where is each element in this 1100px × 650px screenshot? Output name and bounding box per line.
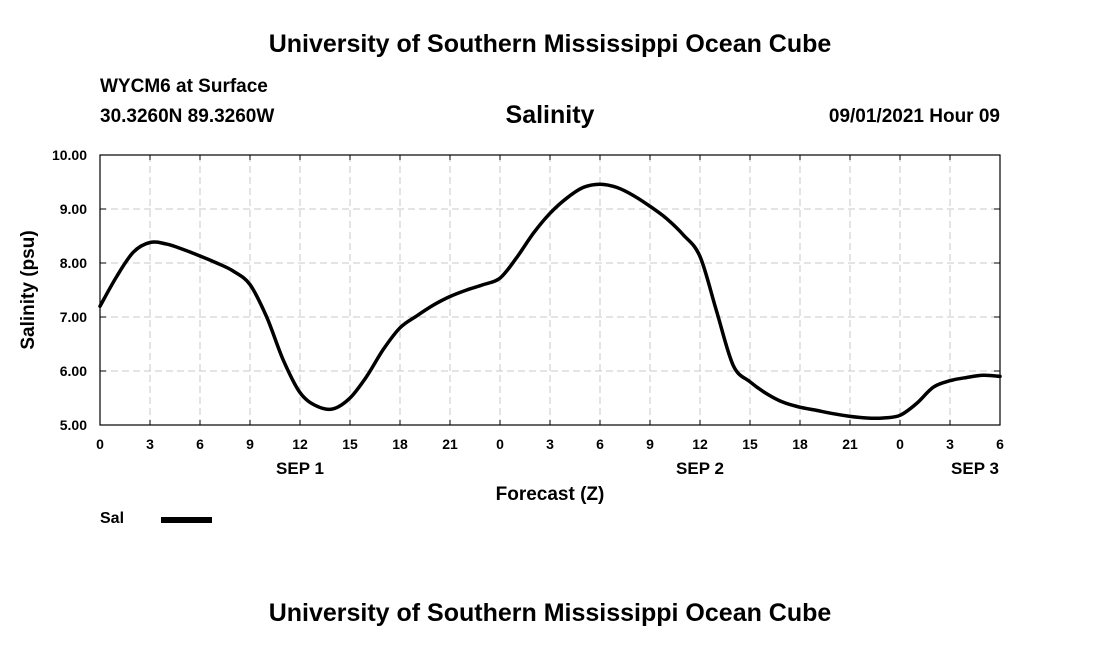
x-tick-label: 9	[646, 436, 654, 452]
x-tick-label: 21	[842, 436, 858, 452]
chart-title: Salinity	[505, 101, 595, 129]
day-label: SEP 2	[676, 459, 724, 478]
x-tick-label: 12	[692, 436, 708, 452]
day-label: SEP 3	[951, 459, 999, 478]
salinity-series-line	[98, 182, 1002, 421]
x-tick-label: 3	[146, 436, 154, 452]
legend-swatch	[161, 517, 212, 523]
x-tick-label: 0	[496, 436, 504, 452]
station-coordinates: 30.3260N 89.3260W	[100, 106, 275, 127]
x-tick-label: 9	[246, 436, 254, 452]
y-tick-label: 6.00	[60, 363, 87, 379]
forecast-datetime: 09/01/2021 Hour 09	[828, 106, 1000, 127]
x-tick-label: 3	[946, 436, 954, 452]
legend-label: Sal	[100, 510, 125, 527]
station-name: WYCM6 at Surface	[100, 76, 268, 97]
y-axis-title: Salinity (psu)	[18, 230, 39, 349]
y-tick-label: 5.00	[60, 417, 87, 433]
footer-title: University of Southern Mississippi Ocean…	[268, 599, 832, 627]
x-tick-label: 0	[896, 436, 904, 452]
x-tick-label: 6	[996, 436, 1004, 452]
axis-ticks	[99, 154, 1001, 426]
x-tick-label: 6	[596, 436, 604, 452]
x-tick-label: 21	[442, 436, 458, 452]
x-tick-label: 0	[96, 436, 104, 452]
y-tick-label: 10.00	[52, 147, 87, 163]
x-tick-label: 6	[196, 436, 204, 452]
grid	[100, 155, 1000, 425]
x-tick-label: 18	[392, 436, 408, 452]
y-tick-label: 8.00	[60, 255, 87, 271]
page-title: University of Southern Mississippi Ocean…	[268, 30, 832, 58]
x-tick-label: 3	[546, 436, 554, 452]
x-tick-label: 15	[342, 436, 358, 452]
x-tick-label: 12	[292, 436, 308, 452]
day-label: SEP 1	[276, 459, 324, 478]
x-axis-title: Forecast (Z)	[496, 484, 605, 505]
y-tick-label: 7.00	[60, 309, 87, 325]
x-tick-label: 15	[742, 436, 758, 452]
axis-labels: 0 3 6 9 12 15 18 21 0 3 6 9 12 15 18 21 0 3 6 5.00 6.00 7.00 8…	[18, 147, 1004, 505]
x-tick-label: 18	[792, 436, 808, 452]
y-tick-label: 9.00	[60, 201, 87, 217]
